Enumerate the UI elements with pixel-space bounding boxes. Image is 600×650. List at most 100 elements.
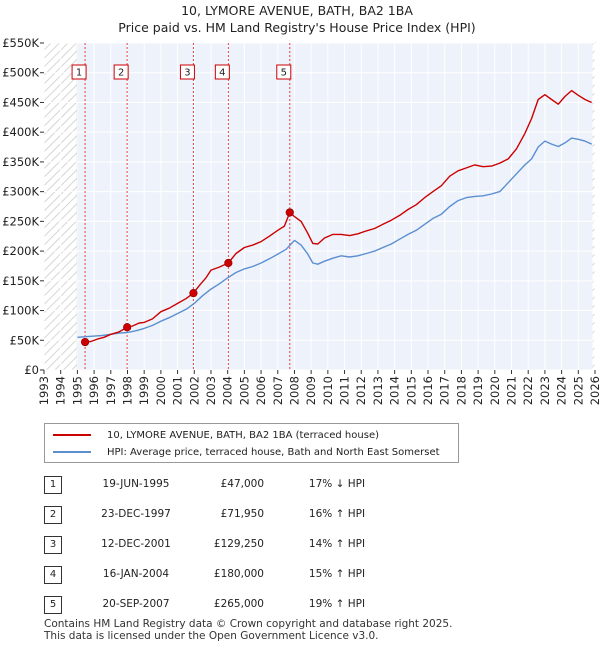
sale-date: 20-SEP-2007	[102, 598, 170, 610]
y-tick-label: £400K	[2, 125, 39, 139]
x-tick-label: 2004	[221, 376, 235, 405]
y-tick-label: £300K	[2, 185, 39, 199]
series-lines	[77, 89, 592, 343]
sale-price: £129,250	[213, 538, 264, 550]
sale-date: 12-DEC-2001	[101, 538, 171, 550]
legend-swatch-hpi	[53, 451, 91, 453]
sale-marker-box	[179, 64, 195, 80]
sale-marker-number: 2	[118, 68, 124, 79]
sale-point-1	[80, 337, 90, 347]
property-price-line	[85, 89, 592, 343]
chart-title: 10, LYMORE AVENUE, BATH, BA2 1BA	[181, 3, 413, 18]
post-data-hatch	[592, 43, 595, 370]
x-tick-label: 2018	[454, 376, 468, 405]
sale-price: £265,000	[213, 598, 264, 610]
x-tick-label: 2023	[538, 376, 552, 405]
x-tick-label: 1994	[54, 376, 68, 405]
x-tick-label: 2026	[588, 376, 600, 405]
sale-marker-box	[71, 64, 87, 80]
sale-hpi-diff: 19% ↑ HPI	[308, 598, 366, 610]
sale-number-badge: 5	[44, 596, 62, 614]
x-tick-label: 2001	[171, 376, 185, 405]
y-tick-label: £100K	[2, 304, 39, 318]
x-tick-label: 1998	[120, 376, 134, 405]
grid-lines	[43, 42, 596, 371]
sale-point-2	[123, 323, 132, 332]
table-row: 3 12-DEC-2001 £129,250 14% ↑ HPI	[44, 534, 444, 556]
x-tick-label: 2003	[204, 376, 218, 405]
legend: 10, LYMORE AVENUE, BATH, BA2 1BA (terrac…	[44, 423, 459, 463]
sale-hpi-diff: 17% ↓ HPI	[308, 478, 366, 490]
footer-attribution: Contains HM Land Registry data © Crown c…	[44, 618, 453, 642]
sale-marker-number: 5	[281, 68, 287, 79]
x-tick-label: 2013	[371, 376, 385, 405]
legend-item-property: 10, LYMORE AVENUE, BATH, BA2 1BA (terrac…	[53, 428, 379, 442]
y-tick-label: £450K	[2, 95, 39, 109]
x-tick-label: 2012	[354, 376, 368, 405]
x-tick-label: 2008	[287, 376, 301, 405]
x-axis-ticks: 1993 1994 1995 1996 1997 1998 1999 2000 2001 2002…	[37, 370, 600, 405]
sale-price: £47,000	[220, 478, 264, 490]
sale-marker-5: 5	[276, 64, 292, 80]
sale-marker-box	[276, 64, 292, 80]
sale-number-badge: 3	[44, 536, 62, 554]
x-tick-label: 2011	[338, 376, 352, 405]
x-tick-label: 1999	[137, 376, 151, 405]
x-tick-label: 2010	[321, 376, 335, 405]
sale-marker-3: 3	[179, 64, 195, 80]
x-tick-label: 2021	[505, 376, 519, 405]
sale-marker-lines	[84, 43, 291, 370]
table-row: 5 20-SEP-2007 £265,000 19% ↑ HPI	[44, 594, 444, 616]
footer-line-licence: This data is licensed under the Open Gov…	[44, 629, 379, 642]
sale-date: 19-JUN-1995	[102, 478, 170, 490]
sale-number-badge: 2	[44, 506, 62, 524]
y-tick-label: £550K	[2, 36, 39, 50]
sale-marker-box	[214, 64, 230, 80]
table-row: 2 23-DEC-1997 £71,950 16% ↑ HPI	[44, 504, 444, 526]
table-row: 4 16-JAN-2004 £180,000 15% ↑ HPI	[44, 564, 444, 586]
x-tick-label: 2002	[187, 376, 201, 405]
y-tick-label: £250K	[2, 214, 39, 228]
x-tick-label: 2025	[571, 376, 585, 405]
legend-label-property: 10, LYMORE AVENUE, BATH, BA2 1BA (terrac…	[107, 429, 379, 441]
x-tick-label: 2017	[438, 376, 452, 405]
y-tick-label: £150K	[2, 274, 39, 288]
hatch-rect	[592, 43, 595, 370]
footer-line-copyright: Contains HM Land Registry data © Crown c…	[44, 618, 453, 630]
sale-marker-number: 1	[76, 68, 82, 79]
sale-marker-number: 4	[219, 68, 225, 79]
table-row: 1 19-JUN-1995 £47,000 17% ↓ HPI	[44, 474, 444, 496]
y-tick-label: £200K	[2, 244, 39, 258]
sale-date: 23-DEC-1997	[101, 508, 171, 520]
x-tick-label: 2020	[488, 376, 502, 405]
legend-label-hpi: HPI: Average price, terraced house, Bath…	[107, 446, 440, 458]
sale-date: 16-JAN-2004	[102, 568, 170, 580]
x-tick-label: 1993	[37, 376, 51, 405]
sale-number-badge: 1	[44, 476, 62, 494]
x-tick-label: 2019	[471, 376, 485, 405]
x-tick-label: 2006	[254, 376, 268, 405]
chart-subtitle: Price paid vs. HM Land Registry's House …	[118, 20, 475, 35]
x-tick-label: 2016	[421, 376, 435, 405]
sale-hpi-diff: 15% ↑ HPI	[308, 568, 366, 580]
x-tick-label: 2007	[271, 376, 285, 405]
y-tick-label: £0	[24, 363, 39, 377]
x-tick-label: 2022	[521, 376, 535, 405]
sale-point-5	[285, 208, 294, 217]
sale-number-badge: 4	[44, 566, 62, 584]
legend-item-hpi: HPI: Average price, terraced house, Bath…	[53, 445, 440, 459]
sale-point-4	[224, 258, 233, 268]
sale-points	[80, 208, 294, 347]
x-tick-label: 1995	[70, 376, 84, 405]
sale-marker-4: 4	[214, 64, 230, 80]
x-tick-label: 1996	[87, 376, 101, 405]
y-axis-ticks: £0 £50K £100K £150K £200K £250K £300K £350K £400…	[2, 36, 44, 377]
x-tick-label: 2000	[154, 376, 168, 405]
x-tick-label: 2024	[555, 376, 569, 405]
sale-price: £71,950	[220, 508, 264, 520]
y-tick-label: £50K	[10, 333, 40, 347]
y-tick-label: £350K	[2, 155, 39, 169]
legend-swatch-property	[53, 434, 91, 436]
sale-point-3	[189, 289, 198, 298]
